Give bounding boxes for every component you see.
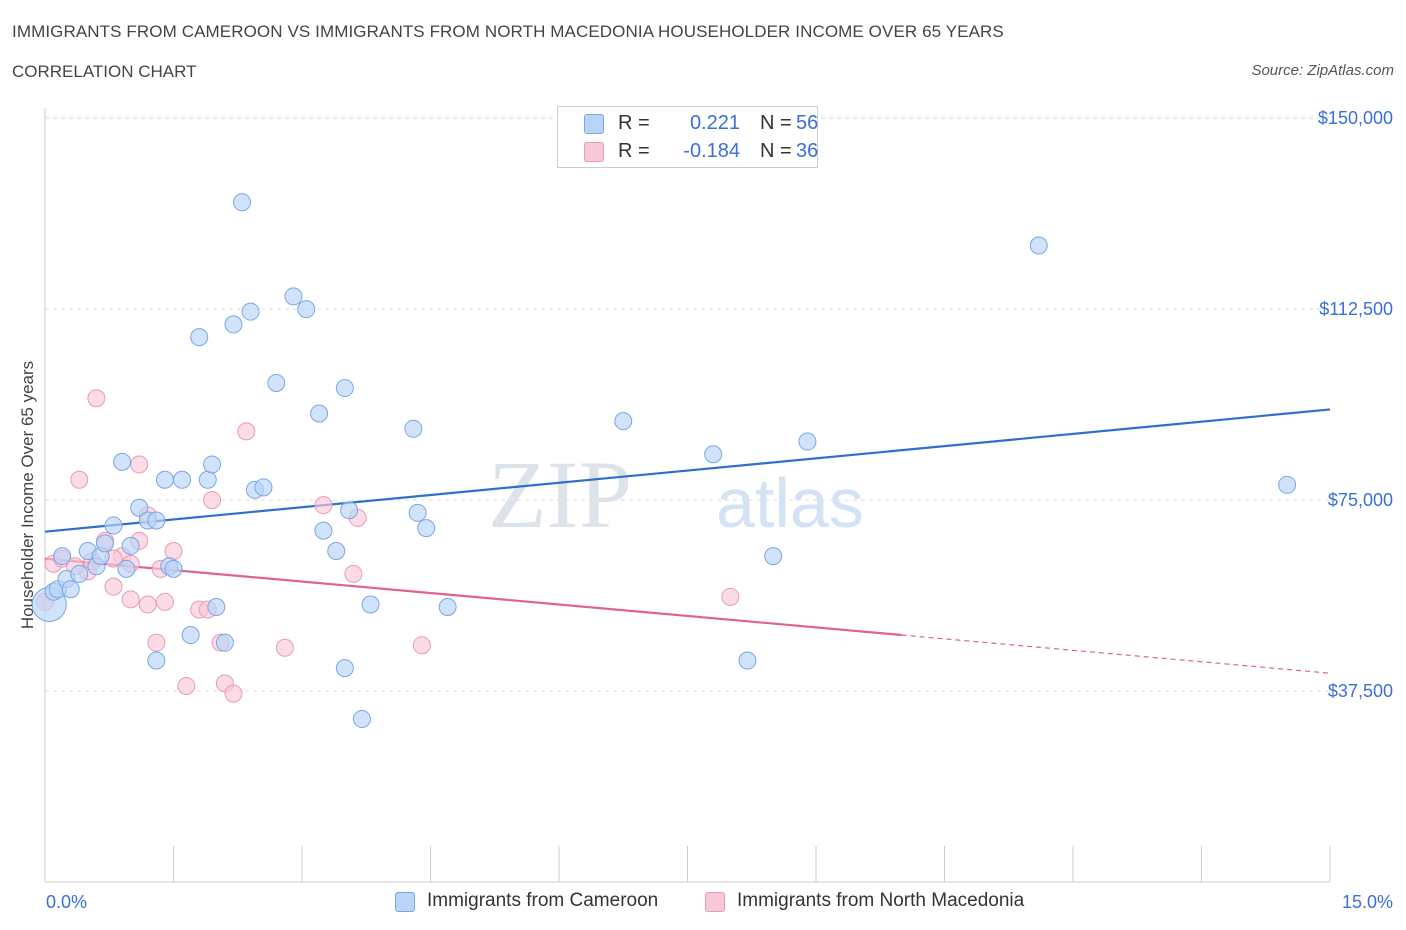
data-point <box>130 498 149 517</box>
data-point <box>177 676 196 695</box>
n-value: 56 <box>796 112 819 134</box>
data-point <box>164 542 183 561</box>
data-point <box>155 592 174 611</box>
data-point <box>335 659 354 678</box>
data-point <box>233 193 252 212</box>
data-point <box>284 287 303 306</box>
cameroon-legend-swatch <box>395 892 415 912</box>
data-point <box>254 478 273 497</box>
data-point <box>147 511 166 530</box>
chart-title: IMMIGRANTS FROM CAMEROON VS IMMIGRANTS F… <box>12 22 1004 41</box>
data-point <box>408 503 427 522</box>
data-point <box>327 542 346 561</box>
data-point <box>198 470 217 489</box>
data-point <box>181 626 200 645</box>
trend-line-0 <box>44 408 1331 533</box>
n-label: N = <box>760 112 792 134</box>
y-tick-label: $75,000 <box>1328 490 1393 510</box>
series-legend: Immigrants from Cameroon Immigrants from… <box>0 890 1406 916</box>
source-credit: Source: ZipAtlas.com <box>1251 62 1394 79</box>
data-point <box>173 470 192 489</box>
trend-lines <box>44 408 1331 674</box>
data-point <box>138 595 157 614</box>
data-point <box>95 534 114 553</box>
y-tick-label: $37,500 <box>1328 681 1393 701</box>
data-point <box>704 445 723 464</box>
data-point <box>130 455 149 474</box>
data-point <box>275 638 294 657</box>
data-point <box>224 684 243 703</box>
data-point <box>121 590 140 609</box>
n-label: N = <box>760 140 792 162</box>
data-point <box>155 470 174 489</box>
data-point <box>113 452 132 471</box>
data-point <box>344 564 363 583</box>
data-point <box>87 389 106 408</box>
data-point <box>404 419 423 438</box>
data-point <box>361 595 380 614</box>
n-value: 36 <box>796 140 819 162</box>
data-point <box>417 519 436 538</box>
data-point <box>190 328 209 347</box>
data-point <box>117 559 136 578</box>
data-point <box>241 302 260 321</box>
r-value: 0.221 <box>689 112 740 134</box>
x-tick-label: 15.0% <box>1342 892 1393 912</box>
data-point <box>310 404 329 423</box>
tick-labels: $150,000 $112,500 $75,000 $37,500 0.0% 15.0% <box>46 108 1393 912</box>
north-macedonia-swatch <box>584 142 604 162</box>
data-point <box>104 516 123 535</box>
data-point <box>267 373 286 392</box>
data-point <box>798 432 817 451</box>
data-point <box>438 598 457 617</box>
data-point <box>314 496 333 515</box>
watermark-zip: ZIP <box>488 441 632 548</box>
y-tick-label: $150,000 <box>1318 108 1393 128</box>
data-point <box>1029 236 1048 255</box>
data-point <box>224 315 243 334</box>
data-point <box>412 636 431 655</box>
data-point <box>203 491 222 510</box>
data-point <box>614 412 633 431</box>
r-label: R = <box>618 140 650 162</box>
legend-label: Immigrants from North Macedonia <box>737 890 1025 911</box>
data-point <box>121 536 140 555</box>
trend-line-1 <box>44 557 902 637</box>
data-point <box>207 598 226 617</box>
data-points <box>31 193 1297 729</box>
x-tick-label: 0.0% <box>46 892 87 912</box>
data-point <box>352 710 371 729</box>
data-point <box>203 455 222 474</box>
r-label: R = <box>618 112 650 134</box>
north-macedonia-legend-swatch <box>705 892 725 912</box>
data-point <box>738 651 757 670</box>
data-point <box>53 547 72 566</box>
watermark-atlas: atlas <box>716 464 864 542</box>
data-point <box>1278 475 1297 494</box>
data-point <box>314 521 333 540</box>
data-point <box>721 587 740 606</box>
r-value: -0.184 <box>683 140 740 162</box>
data-point <box>215 633 234 652</box>
data-point <box>237 422 256 441</box>
data-point <box>164 559 183 578</box>
data-point <box>297 300 316 319</box>
y-tick-label: $112,500 <box>1319 299 1393 319</box>
data-point <box>104 577 123 596</box>
trend-line-dashed-1 <box>901 634 1331 674</box>
legend-label: Immigrants from Cameroon <box>427 890 659 911</box>
cameroon-swatch <box>584 114 604 134</box>
data-point <box>147 651 166 670</box>
data-point <box>147 633 166 652</box>
data-point <box>335 379 354 398</box>
data-point <box>340 501 359 520</box>
watermark: ZIP atlas <box>488 441 864 548</box>
data-point <box>70 470 89 489</box>
data-point <box>764 547 783 566</box>
chart-subtitle: CORRELATION CHART <box>12 62 197 81</box>
data-point <box>70 564 89 583</box>
data-point <box>61 580 80 599</box>
stats-legend: R = 0.221 N = 56 R = -0.184 N = 36 <box>557 106 818 168</box>
axes <box>44 108 1331 883</box>
